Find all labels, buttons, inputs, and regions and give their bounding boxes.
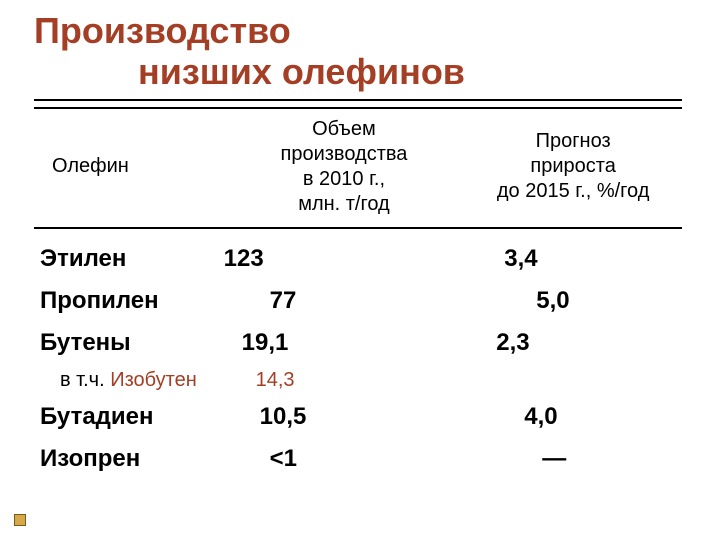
slide: Производство низших олефинов Олефин Объе… <box>0 0 720 540</box>
cell-name: Пропилен <box>34 280 224 322</box>
table-row: Бутадиен10,54,0 <box>34 396 682 438</box>
table-row: Изопрен<1— <box>34 438 682 480</box>
title-line-1: Производство <box>34 10 291 51</box>
cell-growth: — <box>464 438 682 480</box>
col-header-name: Олефин <box>34 108 224 228</box>
table-row: Этилен1233,4 <box>34 228 682 280</box>
corner-bullet-icon <box>14 514 26 526</box>
cell-volume: <1 <box>224 438 465 480</box>
cell-growth: 5,0 <box>464 280 682 322</box>
cell-name: Изопрен <box>34 438 224 480</box>
cell-name: Этилен <box>34 228 224 280</box>
sub-volume: 14,3 <box>256 369 295 391</box>
cell-volume: 123 <box>224 228 465 280</box>
title-line-2: низших олефинов <box>34 51 690 92</box>
table-row: Пропилен775,0 <box>34 280 682 322</box>
cell-growth: 2,3 <box>464 322 682 364</box>
bullet-rect <box>15 515 26 526</box>
col-header-growth: Прогнозприростадо 2015 г., %/год <box>464 108 682 228</box>
cell-growth <box>464 364 682 396</box>
title-underline <box>34 99 682 101</box>
table-body: Этилен1233,4Пропилен775,0Бутены19,12,3в … <box>34 228 682 480</box>
cell-growth: 4,0 <box>464 396 682 438</box>
cell-volume: 77 <box>224 280 465 322</box>
cell-volume: 19,1 <box>224 322 465 364</box>
table-subrow: в т.ч. Изобутен 14,3 <box>34 364 682 396</box>
slide-title: Производство низших олефинов <box>34 10 690 93</box>
cell-name: Бутадиен <box>34 396 224 438</box>
cell-volume: 14,3 <box>224 364 465 396</box>
cell-name: в т.ч. Изобутен <box>34 364 224 396</box>
col-header-volume: Объемпроизводствав 2010 г.,млн. т/год <box>224 108 465 228</box>
table-header: Олефин Объемпроизводствав 2010 г.,млн. т… <box>34 108 682 228</box>
cell-volume: 10,5 <box>224 396 465 438</box>
cell-growth: 3,4 <box>464 228 682 280</box>
olefin-table: Олефин Объемпроизводствав 2010 г.,млн. т… <box>34 107 682 480</box>
sub-accent: Изобутен <box>110 369 197 391</box>
sub-prefix: в т.ч. <box>60 369 110 391</box>
cell-name: Бутены <box>34 322 224 364</box>
table-row: Бутены19,12,3 <box>34 322 682 364</box>
